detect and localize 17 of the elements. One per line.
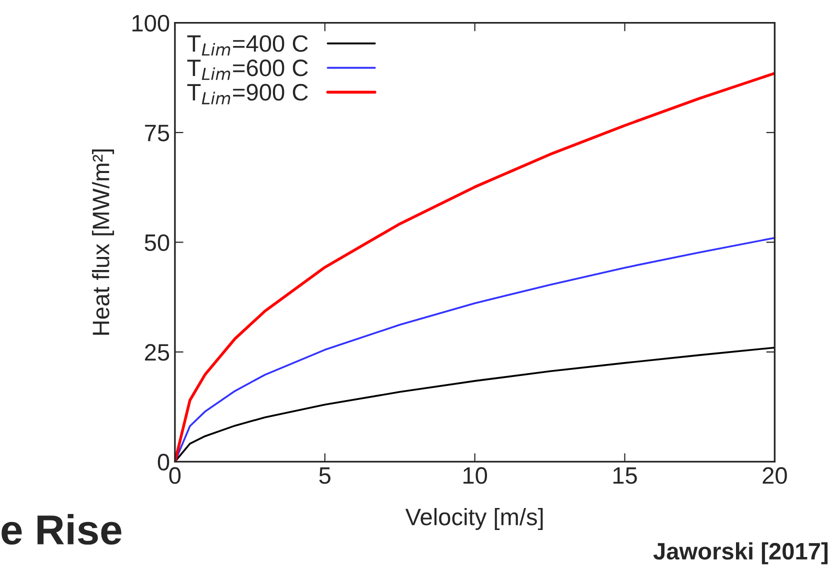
legend-label: T$_{Lim}$=900 C <box>187 84 308 104</box>
x-tick-label: 15 <box>613 467 637 484</box>
y-tick-label: 50 <box>144 234 170 252</box>
x-tick-label: 5 <box>319 467 330 484</box>
legend-label: T$_{Lim}$=400 C <box>187 35 308 56</box>
y-tick-label: 0 <box>158 454 170 470</box>
y-tick-label: 100 <box>132 14 170 32</box>
x-tick-label: 20 <box>762 467 787 484</box>
legend-label: T$_{Lim}$=600 C <box>187 60 308 80</box>
y-tick-label: 75 <box>145 124 170 142</box>
y-tick-label: 25 <box>144 344 170 361</box>
x-axis-title: Velocity [m/s] <box>405 508 543 530</box>
x-tick-label: 10 <box>463 467 488 484</box>
y-axis-title: Heat flux [MW/m²] <box>92 149 114 335</box>
text: Jaworski [2017] <box>653 542 828 564</box>
x-tick-label: 0 <box>169 467 181 484</box>
text: e Rise <box>2 514 122 545</box>
